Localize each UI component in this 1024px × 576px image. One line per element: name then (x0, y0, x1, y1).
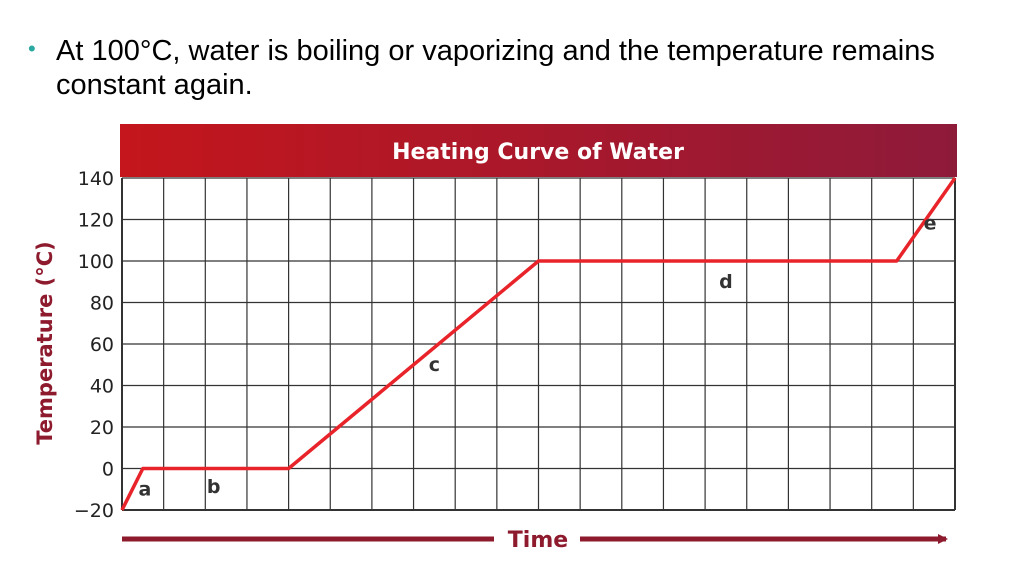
y-axis-title: Temperature (°C) (33, 241, 57, 444)
y-tick-label: 20 (90, 417, 114, 439)
bullet-row: • At 100°C, water is boiling or vaporizi… (28, 34, 988, 102)
y-tick-label: 120 (78, 210, 114, 232)
segment-label-d: d (719, 271, 733, 293)
y-tick-label: 80 (90, 293, 114, 315)
bullet-text: At 100°C, water is boiling or vaporizing… (56, 35, 935, 101)
segment-labels: a b c d e (138, 213, 936, 501)
y-tick-label: 100 (78, 251, 114, 273)
y-tick-labels: −20 0 20 40 60 80 100 120 140 (74, 168, 114, 522)
segment-label-c: c (429, 354, 440, 376)
chart-banner (120, 124, 957, 177)
chart-grid (121, 177, 956, 511)
segment-label-e: e (924, 213, 937, 235)
heating-curve-line (120, 176, 957, 511)
y-tick-label: −20 (74, 500, 114, 522)
chart-title: Heating Curve of Water (392, 140, 684, 165)
segment-label-b: b (207, 476, 221, 498)
bullet-dot-icon: • (28, 36, 36, 61)
y-tick-label: 40 (90, 376, 114, 398)
y-tick-label: 60 (90, 334, 114, 356)
segment-label-a: a (138, 478, 151, 500)
y-tick-label: 0 (102, 459, 114, 481)
x-axis-title: Time (508, 528, 568, 553)
y-tick-label: 140 (78, 168, 114, 190)
